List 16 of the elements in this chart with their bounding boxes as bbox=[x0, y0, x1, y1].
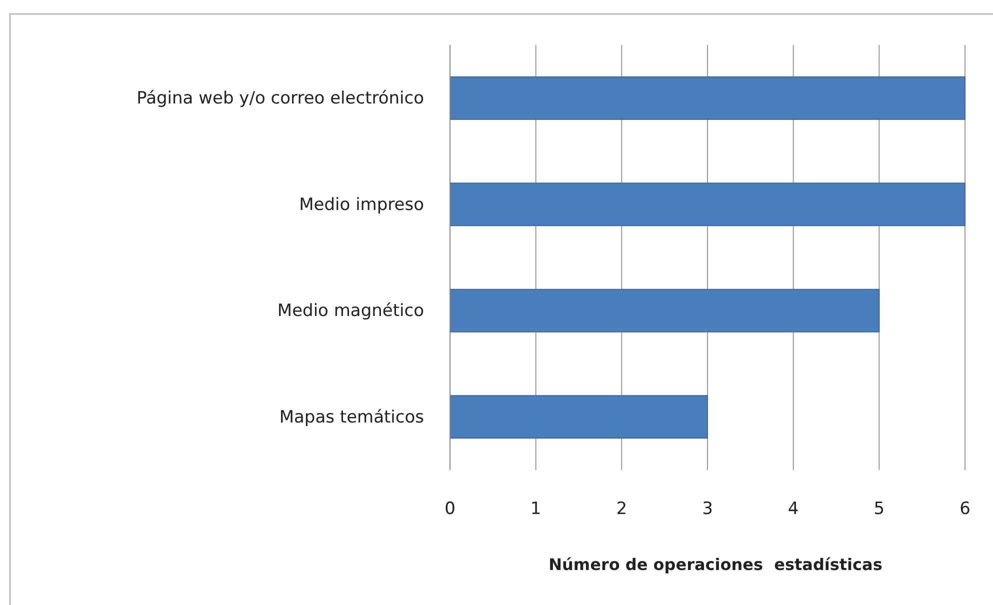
y-tick-label: Medio impreso bbox=[299, 194, 424, 215]
y-tick-label: Mapas temáticos bbox=[279, 407, 424, 428]
bar bbox=[450, 76, 966, 120]
y-tick-label: Medio magnético bbox=[277, 301, 424, 322]
x-tick-label: 4 bbox=[788, 499, 799, 520]
x-tick-label: 3 bbox=[702, 499, 713, 520]
x-tick-label: 2 bbox=[616, 499, 628, 520]
y-tick-label: Página web y/o correo electrónico bbox=[136, 88, 424, 109]
x-tick-label: 6 bbox=[960, 499, 970, 520]
x-tick-label: 0 bbox=[444, 499, 456, 520]
bar bbox=[450, 182, 966, 226]
bar bbox=[450, 395, 708, 439]
x-axis-title: Número de operaciones estadísticas bbox=[548, 555, 882, 574]
x-tick-label: 1 bbox=[530, 499, 542, 520]
bar bbox=[450, 288, 880, 332]
x-tick-label: 5 bbox=[874, 499, 885, 520]
